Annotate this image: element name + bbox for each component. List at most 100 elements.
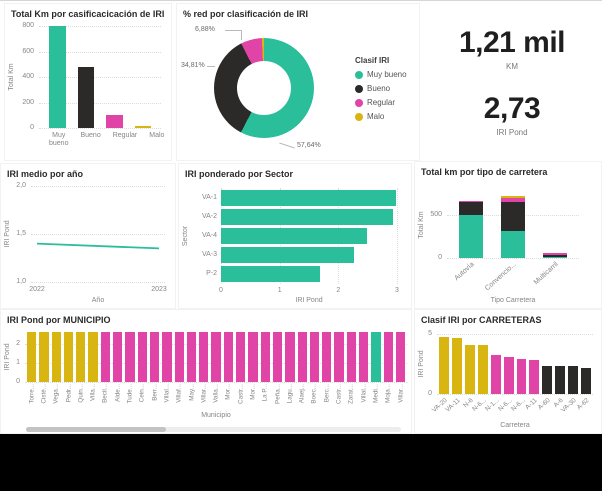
x-category-label: Villal... (163, 384, 171, 403)
bar-N-6...[interactable] (477, 345, 488, 394)
segment-regular[interactable] (459, 201, 483, 203)
y-category-label: P-2 (206, 270, 217, 278)
segment-muy-bueno[interactable] (459, 215, 483, 258)
municipio-scrollbar-track[interactable] (26, 427, 401, 432)
bar-N-6[interactable] (464, 344, 475, 394)
bar-A-60[interactable] (542, 365, 553, 394)
bar-Valla...[interactable] (211, 332, 221, 382)
legend-label: Bueno (367, 84, 391, 93)
bar-Cisté...[interactable] (39, 332, 49, 382)
bar-Pedr...[interactable] (63, 332, 74, 382)
bar-VA-2[interactable] (221, 208, 393, 225)
bar-Quin...[interactable] (76, 332, 86, 382)
bar-Convencio...[interactable] (501, 196, 525, 258)
x-category-cell: Cein... (138, 384, 147, 411)
x-category-cell: Villa... (88, 384, 97, 411)
bar-Berr...[interactable] (149, 332, 160, 382)
y-tick-label: 0 (30, 124, 34, 131)
bar-Berc...[interactable] (322, 332, 332, 382)
bar-Castr...[interactable] (334, 332, 344, 382)
segment-regular[interactable] (543, 253, 567, 256)
bar-Becil...[interactable] (100, 332, 111, 382)
bar-Bueno[interactable] (77, 66, 94, 128)
segment-bueno[interactable] (501, 202, 525, 232)
x-category-label: Cein... (138, 384, 146, 403)
segment-muy-bueno[interactable] (543, 257, 567, 258)
bar-Villar...[interactable] (199, 332, 209, 382)
bar-Zarat...[interactable] (346, 332, 357, 382)
bar-Multicarril[interactable] (543, 253, 567, 258)
bar-VA-30[interactable] (568, 366, 579, 394)
bar-VA-1[interactable] (221, 189, 396, 206)
bar-Lagu...[interactable] (285, 332, 295, 382)
line-series[interactable] (31, 186, 165, 282)
legend-item-bueno[interactable]: Bueno (355, 84, 407, 93)
x-category-label: Valla... (212, 384, 220, 403)
x-category-label: Cisté... (40, 384, 48, 404)
x-category-cell: Castr... (236, 384, 245, 411)
segment-malo[interactable] (501, 196, 525, 198)
bar-Vega...[interactable] (51, 332, 61, 382)
bar-Malo[interactable] (134, 126, 151, 128)
bar-A-11[interactable] (529, 359, 540, 394)
segment-bueno[interactable] (543, 255, 567, 257)
bar-Moja...[interactable] (383, 332, 393, 382)
donut-hole (237, 61, 291, 115)
bar-Muy bueno[interactable] (49, 26, 66, 128)
x-category-cell: May... (187, 384, 196, 411)
bar-VA-4[interactable] (221, 228, 367, 244)
bar-May...[interactable] (186, 332, 197, 382)
bar-VA-11[interactable] (451, 338, 462, 394)
bar-VA-20[interactable] (439, 337, 449, 394)
segment-bueno[interactable] (459, 202, 483, 216)
segment-regular[interactable] (501, 197, 525, 203)
callout-leader (279, 142, 295, 149)
legend-label: Muy bueno (367, 70, 407, 79)
bar-Tude...[interactable] (125, 332, 135, 382)
chart-clasif-iri-por-carreteras: 0 5 IRI Pond VA-20 VA-11 N-6 N-6... N-1... N-6..… (417, 328, 599, 431)
x-category-label: Villar... (397, 384, 405, 403)
x-category-cell: Lagu... (285, 384, 294, 411)
bar-A-6[interactable] (555, 366, 566, 394)
legend-item-malo[interactable]: Malo (355, 112, 407, 121)
bar-Villaf...[interactable] (174, 332, 184, 382)
chart-pct-red-donut: 6,88% 34,81% 57,64% Clasif IRI Muy bueno… (179, 22, 417, 158)
x-category-label: Quin... (77, 384, 85, 403)
bar-Autovía[interactable] (459, 201, 483, 258)
bar-N-6...[interactable] (503, 356, 514, 394)
donut[interactable] (214, 38, 314, 138)
bar-Medi...[interactable] (371, 332, 381, 382)
bar-Alde...[interactable] (113, 332, 123, 382)
x-category-label: Castr... (335, 384, 343, 404)
bar-Boec...[interactable] (309, 332, 320, 382)
bar-Peña...[interactable] (272, 332, 283, 382)
bar-N-1...[interactable] (490, 355, 501, 394)
x-category-label: La P... (261, 384, 269, 402)
bar-Cein...[interactable] (137, 332, 147, 382)
bar-P-2[interactable] (221, 266, 321, 283)
bar-A-62[interactable] (581, 368, 592, 394)
x-category-cell: Medi... (371, 384, 380, 411)
bar-Castr...[interactable] (236, 332, 246, 382)
bar-Alaej...[interactable] (297, 332, 307, 382)
x-category-label: Berc... (323, 384, 331, 403)
segment-muy-bueno[interactable] (501, 231, 525, 258)
bar-Villal...[interactable] (359, 332, 369, 382)
legend-item-regular[interactable]: Regular (355, 98, 407, 107)
legend-item-muy-bueno[interactable]: Muy bueno (355, 70, 407, 79)
chart-iri-ponderado-por-sector: 0 1 2 3 VA-1 VA-2 VA-4 VA-3 P-2 Sector IRI Pond (181, 182, 409, 306)
bar-Torre...[interactable] (27, 332, 37, 382)
bar-Villal...[interactable] (162, 332, 172, 382)
bar-Regular[interactable] (106, 115, 123, 128)
x-category-cell: Vega... (52, 384, 61, 411)
municipio-scrollbar-thumb[interactable] (26, 427, 166, 432)
x-category-cell: Torre... (27, 384, 36, 411)
bar-N-6...[interactable] (516, 358, 527, 394)
bar-Villa...[interactable] (88, 332, 98, 382)
bar-La P...[interactable] (260, 332, 270, 382)
bar-VA-3[interactable] (221, 247, 355, 264)
bar-Mor...[interactable] (223, 332, 234, 382)
bar-Villar...[interactable] (395, 332, 406, 382)
x-tick-label: 2 (336, 287, 341, 294)
bar-Mor...[interactable] (248, 332, 258, 382)
